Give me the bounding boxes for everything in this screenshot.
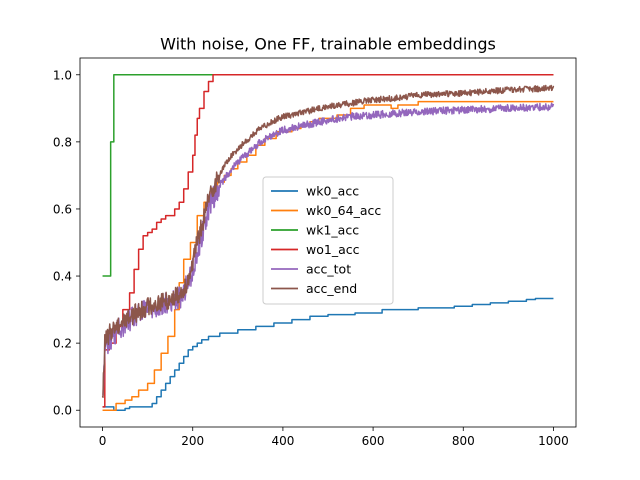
x-tick-label: 0 [99, 434, 107, 448]
y-tick-label: 0.6 [53, 202, 72, 216]
legend-label-wk0-acc: wk0_acc [306, 184, 359, 199]
series-line-wk0-acc [102, 297, 554, 411]
y-tick-label: 0.8 [53, 135, 72, 149]
legend-label-wk1-acc: wk1_acc [306, 223, 359, 238]
x-tick-label: 800 [452, 434, 475, 448]
legend-label-acc-end: acc_end [306, 281, 357, 296]
y-tick-label: 0.4 [53, 270, 72, 284]
y-tick-label: 0.0 [53, 404, 72, 418]
legend-label-wk0-64-acc: wk0_64_acc [306, 203, 381, 218]
series-line-wk1-acc [102, 74, 554, 277]
chart-title: With noise, One FF, trainable embeddings [160, 35, 496, 54]
y-tick-label: 0.2 [53, 337, 72, 351]
series-line-acc-end [101, 84, 555, 399]
x-tick-label: 1000 [538, 434, 569, 448]
x-tick-label: 200 [181, 434, 204, 448]
x-tick-label: 600 [362, 434, 385, 448]
y-tick-label: 1.0 [53, 68, 72, 82]
series-line-wo1-acc [102, 74, 554, 408]
axes: 0 200 400 600 800 1000 0.0 0.2 0.4 0.6 0.8 1.0 [53, 57, 577, 448]
plot-area [101, 74, 555, 411]
legend: wk0_acc wk0_64_acc wk1_acc wo1_acc acc_totac… [262, 176, 394, 305]
x-tick-label: 400 [271, 434, 294, 448]
legend-label-acc-tot: acc_tot [306, 262, 351, 277]
axes-frame [79, 57, 577, 428]
legend-box [262, 176, 394, 305]
legend-label-wo1-acc: wo1_acc [306, 242, 360, 257]
